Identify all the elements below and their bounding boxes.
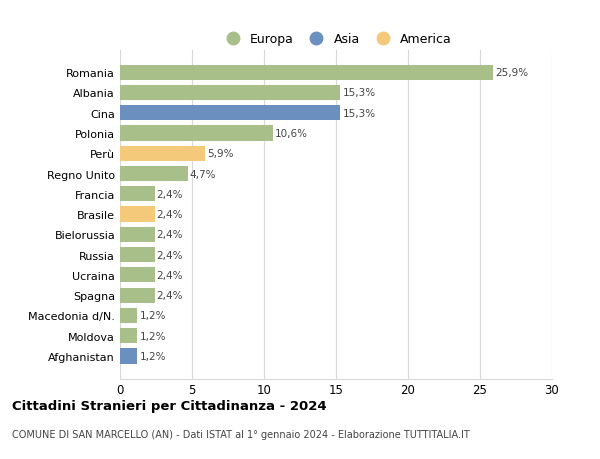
Bar xyxy=(120,227,155,242)
Bar xyxy=(120,86,340,101)
Bar xyxy=(120,308,137,323)
Bar xyxy=(120,247,155,263)
Text: 2,4%: 2,4% xyxy=(157,230,183,240)
Text: COMUNE DI SAN MARCELLO (AN) - Dati ISTAT al 1° gennaio 2024 - Elaborazione TUTTI: COMUNE DI SAN MARCELLO (AN) - Dati ISTAT… xyxy=(12,429,470,439)
Text: 2,4%: 2,4% xyxy=(157,250,183,260)
Text: 5,9%: 5,9% xyxy=(207,149,233,159)
Text: 10,6%: 10,6% xyxy=(275,129,308,139)
Bar xyxy=(120,126,272,141)
Legend: Europa, Asia, America: Europa, Asia, America xyxy=(218,30,454,49)
Text: 2,4%: 2,4% xyxy=(157,270,183,280)
Text: 1,2%: 1,2% xyxy=(139,311,166,321)
Bar xyxy=(120,348,137,364)
Text: 2,4%: 2,4% xyxy=(157,210,183,219)
Bar xyxy=(120,187,155,202)
Bar xyxy=(120,207,155,222)
Bar xyxy=(120,146,205,162)
Bar xyxy=(120,328,137,343)
Text: 25,9%: 25,9% xyxy=(495,68,528,78)
Text: 1,2%: 1,2% xyxy=(139,351,166,361)
Text: 2,4%: 2,4% xyxy=(157,291,183,301)
Text: 15,3%: 15,3% xyxy=(343,88,376,98)
Text: 2,4%: 2,4% xyxy=(157,190,183,199)
Text: Cittadini Stranieri per Cittadinanza - 2024: Cittadini Stranieri per Cittadinanza - 2… xyxy=(12,399,326,412)
Bar xyxy=(120,288,155,303)
Bar xyxy=(120,106,340,121)
Text: 15,3%: 15,3% xyxy=(343,108,376,118)
Text: 1,2%: 1,2% xyxy=(139,331,166,341)
Bar xyxy=(120,65,493,81)
Bar xyxy=(120,268,155,283)
Bar xyxy=(120,167,188,182)
Text: 4,7%: 4,7% xyxy=(190,169,217,179)
